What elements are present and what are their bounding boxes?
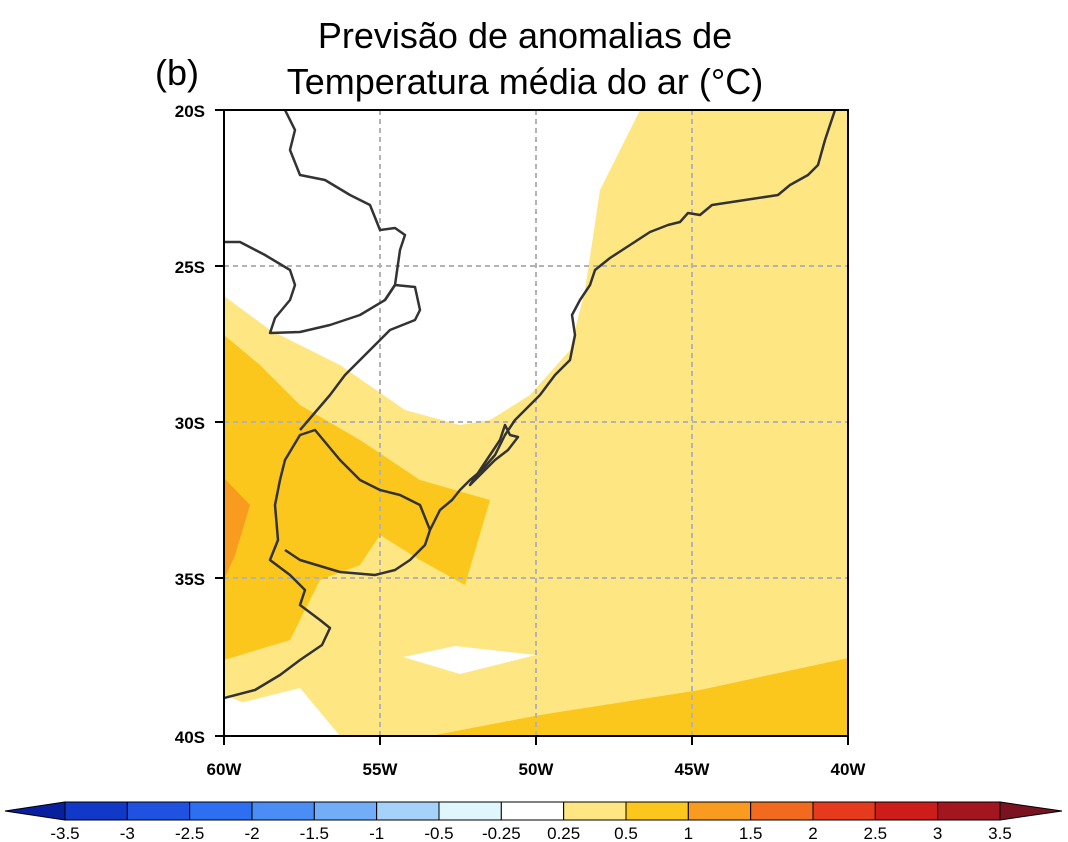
colorbar-box — [500, 801, 565, 821]
colorbar-label: -3.5 — [50, 824, 79, 842]
colorbar-label: -2.5 — [175, 824, 204, 842]
coastline-borders — [224, 110, 837, 700]
colorbar-label: -1 — [369, 824, 384, 842]
lat-tick-40s: 40S — [175, 728, 205, 747]
lon-tick-55w: 55W — [363, 760, 399, 779]
colorbar-box — [64, 801, 128, 821]
gridlines — [224, 110, 848, 736]
colorbar-label: 3.5 — [988, 824, 1012, 842]
colorbar-label: -2 — [244, 824, 259, 842]
latitude-tick-labels: 20S 25S 30S 35S 40S — [175, 102, 205, 747]
colorbar-label: -0.25 — [482, 824, 521, 842]
argentina-brazil-border — [224, 240, 422, 431]
colorbar-label: 2.5 — [864, 824, 888, 842]
lon-tick-60w: 60W — [207, 760, 243, 779]
colorbar-box — [625, 801, 689, 821]
longitude-tick-labels: 60W 55W 50W 45W 40W — [207, 760, 867, 779]
anomaly-area-0-5-to-1-south — [430, 658, 848, 736]
colorbar-label: 1.5 — [739, 824, 763, 842]
colorbar-label: -1.5 — [300, 824, 329, 842]
colorbar-box — [251, 801, 315, 821]
colorbar-box — [376, 801, 440, 821]
lat-tick-25s: 25S — [175, 258, 205, 277]
panel-label: (b) — [155, 52, 199, 93]
colorbar-label: 0.5 — [614, 824, 638, 842]
colorbar-label: -3 — [120, 824, 135, 842]
colorbar-box — [313, 801, 378, 821]
colorbar-box — [189, 801, 253, 821]
colorbar-box — [687, 801, 752, 821]
anomaly-area-1-to-1-5 — [224, 478, 250, 580]
colorbar-box — [812, 801, 876, 821]
lon-tick-40w: 40W — [831, 760, 867, 779]
colorbar-box — [874, 801, 939, 821]
anomaly-area-near-zero-sw — [224, 688, 340, 736]
map-title-line-2: Temperatura média do ar (°C) — [286, 61, 764, 102]
colorbar-box — [563, 801, 627, 821]
colorbar-box — [750, 801, 814, 821]
lat-tick-20s: 20S — [175, 102, 205, 121]
colorbar-label: 1 — [684, 824, 693, 842]
colorbar-box — [126, 801, 191, 821]
anomaly-area-near-zero — [403, 646, 536, 674]
lon-tick-45w: 45W — [675, 760, 711, 779]
colorbar-high-end — [999, 801, 1063, 821]
paraguay-border — [283, 110, 407, 301]
map-title-line-1: Previsão de anomalias de — [317, 15, 733, 56]
colorbar-box — [438, 801, 502, 821]
uruguay-border — [224, 428, 432, 700]
colorbar-box — [937, 801, 1001, 821]
colorbar: -3.5 -3 -2.5 -2 -1.5 -1 -0.5 -0.25 0.25 0.5 1 1.5 2 2… — [4, 801, 1063, 842]
colorbar-label: 0.25 — [547, 824, 580, 842]
lat-tick-30s: 30S — [175, 414, 205, 433]
colorbar-low-end — [4, 801, 66, 821]
colorbar-label: -0.5 — [424, 824, 453, 842]
axis-tick-marks — [215, 109, 849, 745]
colorbar-label: 3 — [933, 824, 942, 842]
lagoa-dos-patos — [468, 423, 520, 487]
lat-tick-35s: 35S — [175, 570, 205, 589]
colorbar-label: 2 — [808, 824, 817, 842]
lon-tick-50w: 50W — [519, 760, 555, 779]
coastline — [284, 110, 837, 577]
